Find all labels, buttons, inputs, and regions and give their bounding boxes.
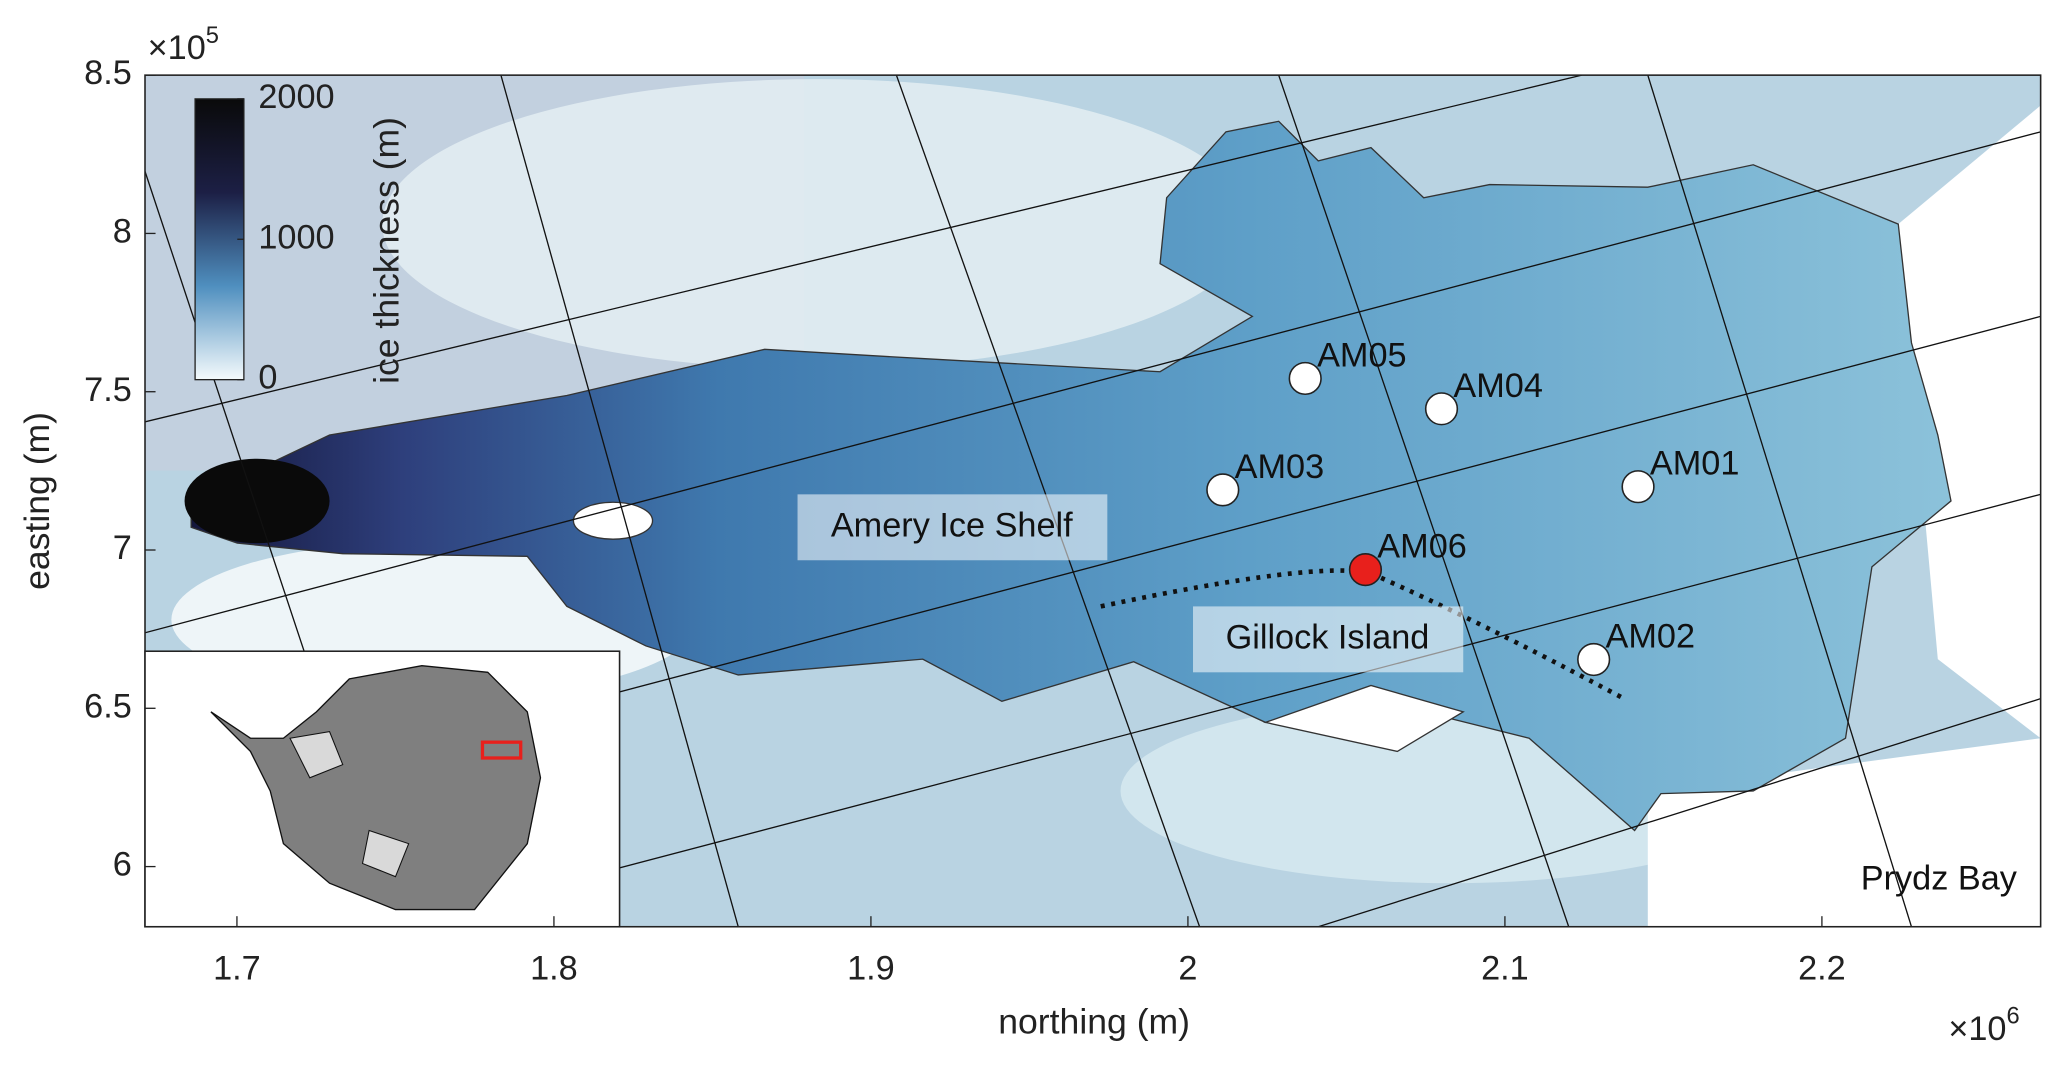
y-multiplier: ×105 (148, 23, 219, 67)
y-multiplier-exponent: 5 (206, 23, 219, 49)
station (1424, 392, 1459, 426)
x-tick-label: 1.7 (213, 949, 261, 987)
station (1621, 470, 1655, 504)
x-tick-label: 2.2 (1798, 949, 1846, 987)
station-label: AM06 (1377, 528, 1467, 566)
map (145, 75, 2041, 927)
station-label: AM03 (1235, 448, 1325, 486)
y-tick-label: 6 (113, 846, 132, 884)
x-multiplier-exponent: 6 (2006, 1004, 2019, 1030)
station (1348, 553, 1383, 587)
x-tick-label: 1.8 (530, 949, 578, 987)
station (1288, 361, 1322, 396)
x-axis-label: northing (m) (998, 1002, 1190, 1042)
y-multiplier-base: ×10 (148, 29, 206, 67)
y-tick-label: 8 (113, 212, 132, 250)
x-tick-label: 1.9 (847, 949, 895, 987)
colorbar (195, 98, 244, 380)
station (1206, 473, 1240, 507)
colorbar-tick-label: 0 (258, 359, 277, 397)
inset-map (144, 650, 621, 928)
y-tick-label: 7.5 (84, 371, 132, 409)
axes-frame (144, 74, 2042, 928)
graticule (145, 75, 2041, 927)
x-multiplier: ×106 (1948, 1004, 2019, 1048)
annotation: Prydz Bay (1861, 860, 2018, 898)
annotation-box (797, 494, 1108, 561)
colorbar-tick-label: 1000 (258, 218, 334, 256)
colorbar-tick-label: 2000 (258, 78, 334, 116)
y-tick-label: 6.5 (84, 687, 132, 725)
station-label: AM05 (1317, 336, 1407, 374)
y-tick-label: 7 (113, 529, 132, 567)
annotation-box (1193, 606, 1464, 673)
y-axis-label: easting (m) (17, 412, 57, 590)
colorbar-label: ice thickness (m) (366, 117, 406, 384)
x-tick-label: 2 (1178, 949, 1197, 987)
station-label: AM01 (1650, 445, 1740, 483)
station (1577, 642, 1611, 677)
y-tick-label: 8.5 (84, 54, 132, 92)
x-multiplier-base: ×10 (1948, 1010, 2006, 1048)
station-label: AM02 (1606, 617, 1696, 655)
annotation: Gillock Island (1226, 618, 1430, 656)
station-label: AM04 (1453, 367, 1543, 405)
x-tick-label: 2.1 (1481, 949, 1529, 987)
annotation: Amery Ice Shelf (831, 506, 1073, 544)
transect (1100, 568, 1626, 701)
